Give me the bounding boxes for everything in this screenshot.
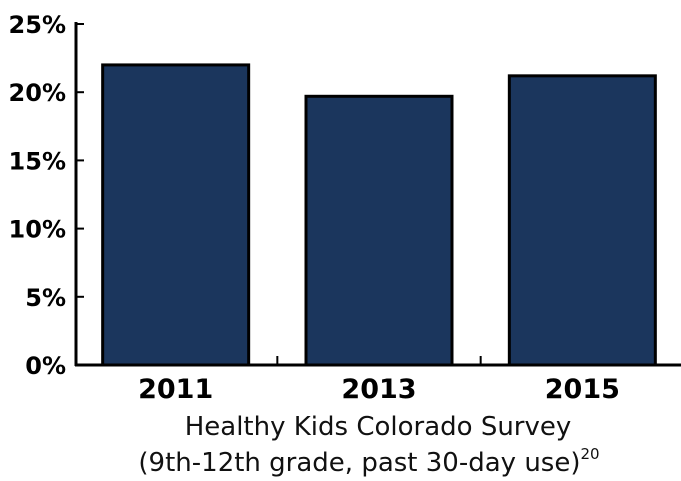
bar-2011 xyxy=(101,63,251,367)
x-tick-label-2013: 2013 xyxy=(341,374,416,405)
x-axis-label-footnote: 20 xyxy=(580,445,599,463)
x-ticks-group: 2011 2013 2015 xyxy=(138,374,620,405)
bars-group xyxy=(101,63,657,367)
x-tick-label-2015: 2015 xyxy=(545,374,620,405)
y-tick-label-10: 10% xyxy=(9,216,66,244)
x-axis-label-line2-text: (9th-12th grade, past 30-day use) xyxy=(138,448,580,478)
y-tick-label-5: 5% xyxy=(25,284,66,312)
y-ticks-group: 0% 5% 10% 15% 20% 25% xyxy=(9,11,84,380)
x-tick-label-2011: 2011 xyxy=(138,374,213,405)
y-tick-label-15: 15% xyxy=(9,147,66,175)
axes-group xyxy=(74,22,681,367)
x-axis-label-line2: (9th-12th grade, past 30-day use)20 xyxy=(138,445,599,478)
x-axis-label-line1: Healthy Kids Colorado Survey xyxy=(185,412,572,442)
bar-2015 xyxy=(507,74,657,367)
y-tick-label-25: 25% xyxy=(9,11,66,39)
y-tick-label-20: 20% xyxy=(9,79,66,107)
y-tick-label-0: 0% xyxy=(25,352,66,380)
bar-2013 xyxy=(304,94,454,367)
